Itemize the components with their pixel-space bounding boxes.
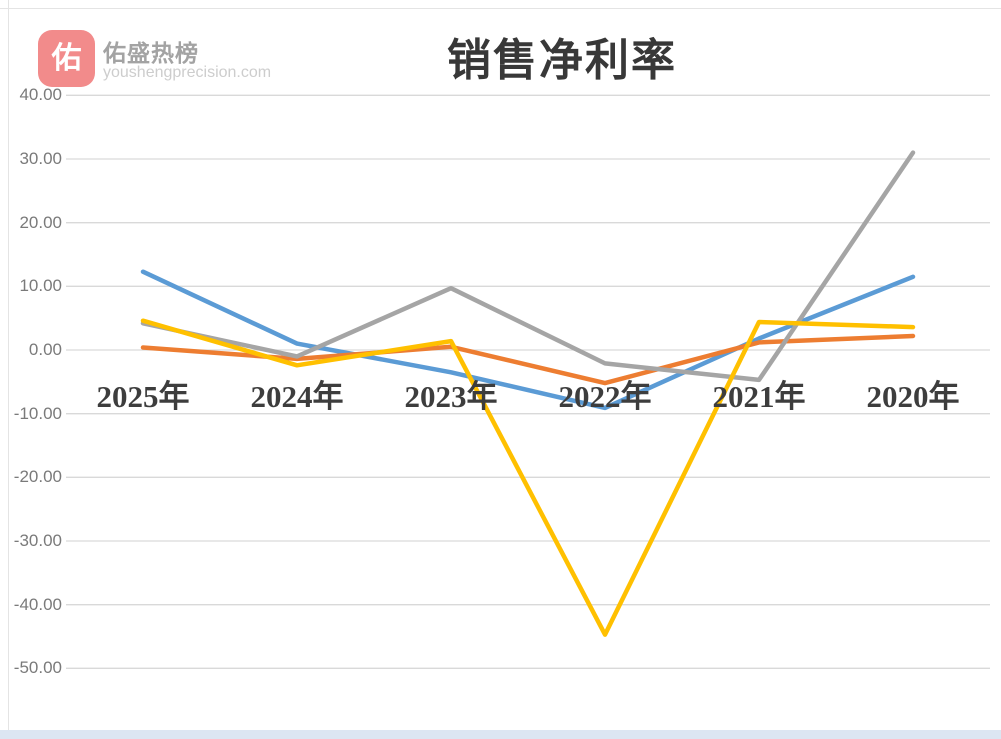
brand-name: 佑盛热榜 <box>103 40 199 66</box>
y-axis-tick-label: 30.00 <box>19 149 62 168</box>
y-axis-tick-label: -40.00 <box>13 594 62 614</box>
x-axis-label: 2024年 <box>250 379 344 414</box>
y-axis-tick-label: 0.00 <box>28 340 62 359</box>
y-axis-tick-label: 10.00 <box>19 276 62 296</box>
y-axis-tick-label: 40.00 <box>19 85 62 105</box>
series-line-yellow <box>140 318 916 637</box>
x-axis-label: 2021年 <box>712 379 806 414</box>
top-border-line <box>0 8 1001 9</box>
x-axis-label: 2022年 <box>558 379 652 414</box>
y-axis-tick-label: -20.00 <box>13 467 62 487</box>
y-axis-tick-label: -10.00 <box>13 403 62 423</box>
x-axis-label: 2025年 <box>96 379 190 414</box>
left-border-line <box>8 0 9 739</box>
y-axis-tick-label: -30.00 <box>13 531 62 550</box>
brand-logo: 佑 <box>38 30 95 87</box>
chart-title: 销售净利率 <box>447 36 677 85</box>
series-line-blue <box>140 269 916 411</box>
brand-logo-glyph: 佑 <box>51 41 82 75</box>
y-axis-tick-label: 20.00 <box>19 212 62 232</box>
x-axis-label: 2020年 <box>866 379 960 414</box>
y-axis-tick-label: -50.00 <box>13 658 62 678</box>
x-axis-label: 2023年 <box>404 379 498 414</box>
brand-url: youshengprecision.com <box>103 64 272 81</box>
bottom-accent-band <box>0 730 1001 739</box>
series-line-gray <box>140 150 916 383</box>
